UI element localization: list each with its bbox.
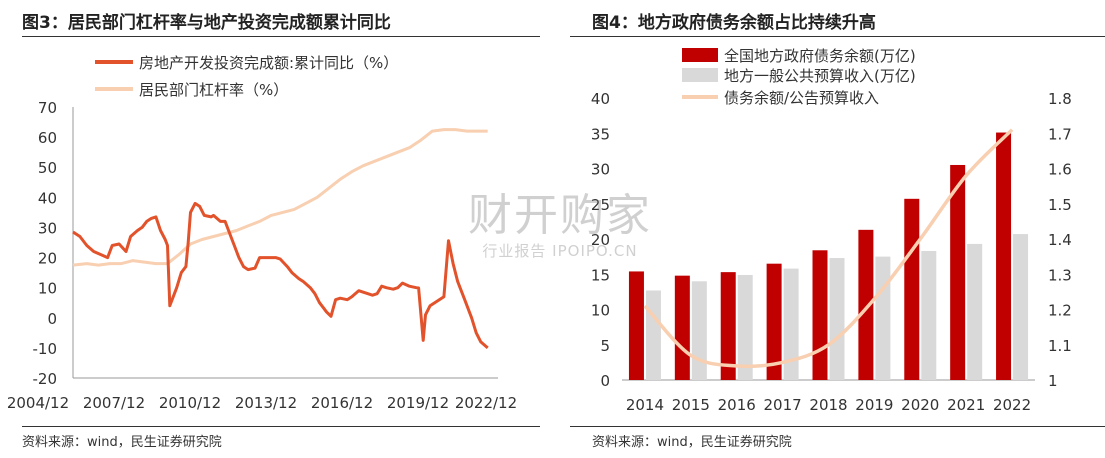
debt-bar [996, 132, 1012, 380]
y-tick-label: 40 [38, 189, 57, 207]
y-tick-label: 20 [38, 250, 57, 268]
figure-3-source: 资料来源：wind，民生证券研究院 [22, 435, 222, 450]
y-tick-label: 40 [591, 90, 610, 108]
y-tick-label: 5 [600, 337, 610, 355]
debt-bar [720, 272, 736, 380]
debt-bar [674, 275, 690, 380]
x-tick-label: 2019/12 [387, 394, 449, 412]
revenue-bar [967, 243, 983, 380]
revenue-bar [691, 281, 707, 380]
figure-3-top-rule [22, 36, 540, 37]
revenue-bar [875, 256, 891, 380]
revenue-bar [645, 290, 661, 380]
x-tick-label: 2015 [672, 396, 710, 414]
y2-tick-label: 1 [1048, 372, 1058, 390]
line-chart: -20 -10 0 10 20 30 40 50 60 70 2004/12 2007/12 2010/… [7, 54, 517, 412]
legend-swatch [682, 68, 718, 82]
x-tick-label: 2021 [947, 396, 985, 414]
x-tick-label: 2004/12 [7, 394, 69, 412]
revenue-bar [921, 250, 937, 380]
figure-4-panel: 图4：地方政府债务余额占比持续升高 0 5 10 15 20 25 30 35 40 1 1.1 1.… [570, 0, 1105, 458]
y2-tick-label: 1.2 [1048, 302, 1072, 320]
debt-bar [950, 164, 966, 380]
y2-tick-label: 1.6 [1048, 161, 1072, 179]
x-tick-label: 2022/12 [455, 394, 517, 412]
series-line [72, 201, 489, 350]
debt-bar [628, 271, 644, 380]
legend-label: 全国地方政府债务余额(万亿) [724, 47, 916, 65]
figure-4-title: 图4：地方政府债务余额占比持续升高 [592, 13, 876, 33]
y-tick-label: -10 [33, 340, 58, 358]
x-tick-label: 2010/12 [159, 394, 221, 412]
y-tick-label: 25 [591, 196, 610, 214]
debt-bar [858, 229, 874, 380]
y-tick-label: 20 [591, 231, 610, 249]
x-tick-label: 2007/12 [83, 394, 145, 412]
y-tick-label: 50 [38, 159, 57, 177]
y-tick-label: 0 [47, 310, 57, 328]
x-tick-label: 2014 [626, 396, 664, 414]
x-tick-label: 2017 [764, 396, 802, 414]
y-tick-label: 15 [591, 266, 610, 284]
y2-tick-label: 1.5 [1048, 196, 1072, 214]
revenue-bar [829, 258, 845, 380]
y-tick-label: 35 [591, 125, 610, 143]
legend-label: 债务余额/公告预算收入 [724, 89, 879, 107]
y2-tick-label: 1.7 [1048, 125, 1072, 143]
y-tick-label: -20 [33, 370, 58, 388]
y2-tick-label: 1.3 [1048, 266, 1072, 284]
figure-3-bottom-rule [22, 426, 540, 427]
revenue-bar [783, 268, 799, 380]
y2-tick-label: 1.4 [1048, 231, 1072, 249]
figure-4-bottom-rule [570, 426, 1105, 427]
revenue-bar [1013, 234, 1029, 380]
x-tick-label: 2016/12 [311, 394, 373, 412]
x-tick-label: 2016 [718, 396, 756, 414]
debt-bar [904, 198, 920, 380]
y-tick-label: 70 [38, 99, 57, 117]
legend-label: 居民部门杠杆率（%） [139, 81, 288, 99]
x-tick-label: 2019 [855, 396, 893, 414]
legend-swatch [682, 48, 718, 62]
figure-4-top-rule [570, 36, 1105, 37]
y-tick-label: 10 [591, 302, 610, 320]
legend-label: 房地产开发投资完成额:累计同比（%） [139, 54, 398, 72]
ratio-line [643, 128, 1014, 369]
revenue-bar [737, 274, 753, 380]
series-line [72, 128, 488, 267]
figure-3-title: 图3：居民部门杠杆率与地产投资完成额累计同比 [22, 13, 391, 33]
legend-label: 地方一般公共预算收入(万亿) [724, 67, 916, 85]
y-tick-label: 10 [38, 280, 57, 298]
debt-bar [766, 263, 782, 380]
y-tick-label: 30 [591, 161, 610, 179]
y-tick-label: 30 [38, 219, 57, 237]
y-tick-label: 60 [38, 129, 57, 147]
x-tick-label: 2018 [809, 396, 847, 414]
figure-3-panel: 图3：居民部门杠杆率与地产投资完成额累计同比 -20 -10 0 10 20 30 40 50… [0, 0, 540, 458]
x-tick-label: 2020 [901, 396, 939, 414]
y2-tick-label: 1.8 [1048, 90, 1072, 108]
x-tick-label: 2022 [993, 396, 1031, 414]
y-tick-label: 0 [600, 372, 610, 390]
y2-tick-label: 1.1 [1048, 337, 1072, 355]
x-tick-label: 2013/12 [235, 394, 297, 412]
bar-line-chart: 0 5 10 15 20 25 30 35 40 1 1.1 1.2 1.3 1.4 1.5 1.6 1.7 1.… [591, 47, 1072, 414]
debt-bar [812, 250, 828, 380]
figure-4-source: 资料来源：wind，民生证券研究院 [592, 435, 792, 450]
